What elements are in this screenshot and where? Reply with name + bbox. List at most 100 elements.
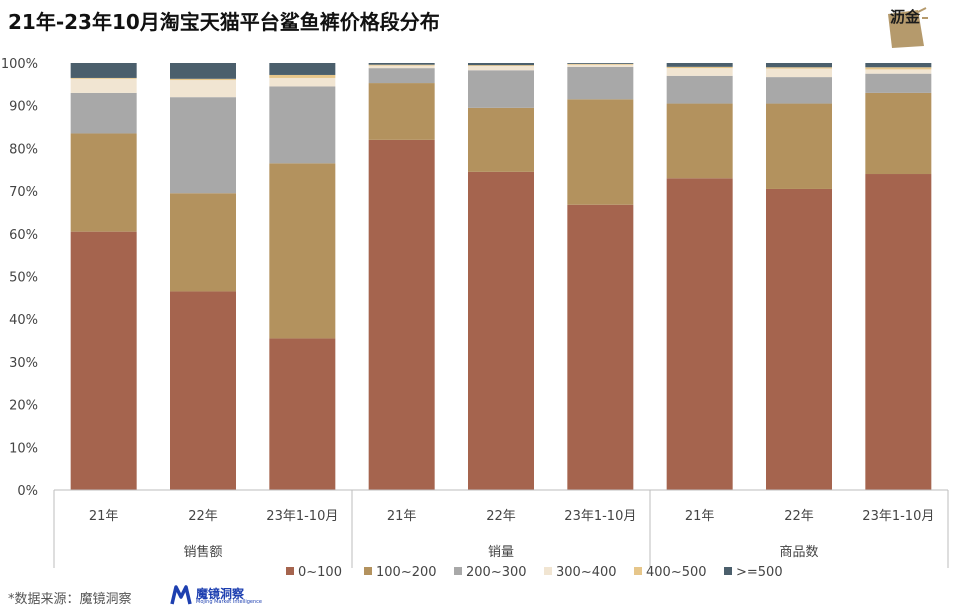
legend-label: 300~400 (556, 565, 617, 580)
legend-swatch (544, 567, 552, 575)
legend-swatch (454, 567, 462, 575)
legend-swatch (286, 567, 294, 575)
legend-label: 100~200 (376, 565, 437, 580)
bar-segment (766, 63, 832, 68)
bar-segment (368, 63, 435, 65)
bar-segment (865, 67, 932, 70)
logo-text: 沥金 (890, 8, 921, 26)
legend-swatch (724, 567, 732, 575)
bar-segment (766, 68, 832, 78)
x-tick-label: 21年 (685, 509, 715, 524)
bar-segment (368, 139, 435, 491)
stacked-bar-chart: 0% 10% 20% 30% 40% 50% 60% 70% 80% 90% 100% 21年 22年… (1, 57, 949, 580)
bar-segment (666, 66, 733, 69)
bar-segment (865, 73, 932, 93)
y-tick-label: 20% (9, 399, 38, 414)
x-tick-label: 23年1-10月 (266, 509, 338, 524)
bar-segment (567, 204, 634, 490)
bar-segment (170, 291, 236, 490)
x-tick-label: 22年 (784, 509, 814, 524)
bar-segment (170, 193, 236, 292)
bar-segment (170, 97, 236, 194)
logo-shape (888, 7, 928, 48)
brand-subtitle: Mojing Market Intelligence (196, 599, 262, 605)
bar-segment (567, 66, 634, 100)
legend-label: 400~500 (646, 565, 707, 580)
x-tick-label: 23年1-10月 (564, 509, 636, 524)
bar-segment (70, 92, 137, 134)
legend-label: 200~300 (466, 565, 527, 580)
bar-segment (865, 174, 932, 490)
bar-segment (865, 69, 932, 74)
bar-segment (368, 65, 435, 69)
bar-segment (368, 64, 435, 66)
x-tick-label: 21年 (387, 509, 417, 524)
bar-segment (269, 86, 336, 164)
bar-segment (567, 64, 634, 67)
y-tick-label: 50% (9, 271, 38, 286)
bar-segment (368, 83, 435, 140)
bar-segment (70, 77, 137, 79)
y-tick-label: 80% (9, 142, 38, 157)
bar-segment (269, 63, 336, 75)
y-tick-label: 70% (9, 185, 38, 200)
bar-segment (766, 67, 832, 69)
bar-segment (468, 70, 534, 108)
y-tick-label: 40% (9, 313, 38, 328)
bar-segment (269, 74, 336, 78)
bar-segment (865, 92, 932, 175)
y-tick-label: 0% (17, 484, 38, 499)
y-tick-label: 30% (9, 356, 38, 371)
bar-segment (269, 163, 336, 339)
bar-segment (567, 63, 634, 64)
axis-layer: 0% 10% 20% 30% 40% 50% 60% 70% 80% 90% 100% (1, 57, 38, 499)
bar-layer (70, 63, 932, 491)
bar-segment (170, 63, 236, 79)
y-tick-label: 60% (9, 228, 38, 243)
bar-segment (567, 63, 634, 65)
legend-label: 0~100 (298, 565, 342, 580)
legend-swatch (634, 567, 642, 575)
bar-segment (666, 75, 733, 104)
chart-title: 21年-23年10月淘宝天猫平台鲨鱼裤价格段分布 (8, 10, 440, 34)
group-label: 商品数 (779, 545, 818, 560)
y-tick-label: 10% (9, 441, 38, 456)
bar-segment (865, 63, 932, 68)
bar-segment (766, 188, 832, 490)
bar-segment (269, 338, 336, 490)
bar-segment (70, 63, 137, 78)
bar-segment (468, 65, 534, 71)
bar-segment (666, 68, 733, 76)
legend-swatch (364, 567, 372, 575)
bar-segment (468, 171, 534, 490)
bar-segment (468, 65, 534, 66)
bar-segment (468, 107, 534, 172)
bar-segment (567, 99, 634, 205)
brand-name: 魔镜洞察 (196, 587, 245, 601)
group-label: 销售额 (183, 544, 222, 560)
bar-segment (70, 78, 137, 93)
bar-segment (170, 78, 236, 81)
y-tick-label: 100% (1, 57, 38, 72)
y-tick-label: 90% (9, 100, 38, 115)
bar-segment (468, 63, 534, 66)
bar-segment (269, 77, 336, 87)
bar-segment (666, 178, 733, 491)
bar-segment (666, 103, 733, 179)
bar-segment (368, 68, 435, 84)
logo-badge: 沥金 (884, 6, 928, 50)
legend-layer: 0~100 100~200 200~300 300~400 400~500 >=500 (286, 565, 783, 580)
group-label: 销量 (488, 545, 514, 560)
bar-segment (766, 103, 832, 189)
x-tick-label: 21年 (89, 509, 119, 524)
source-note: *数据来源：魔镜洞察 (8, 592, 132, 607)
brand-m-icon (170, 585, 192, 605)
bar-segment (766, 77, 832, 104)
bar-segment (170, 80, 236, 98)
x-axis-layer: 21年 22年 23年1-10月 21年 22年 23年1-10月 21年 22年 23年1-1… (53, 489, 949, 568)
x-tick-label: 22年 (486, 509, 516, 524)
x-tick-label: 22年 (188, 509, 218, 524)
x-tick-label: 23年1-10月 (862, 509, 934, 524)
bar-segment (70, 133, 137, 232)
bar-segment (70, 231, 137, 491)
